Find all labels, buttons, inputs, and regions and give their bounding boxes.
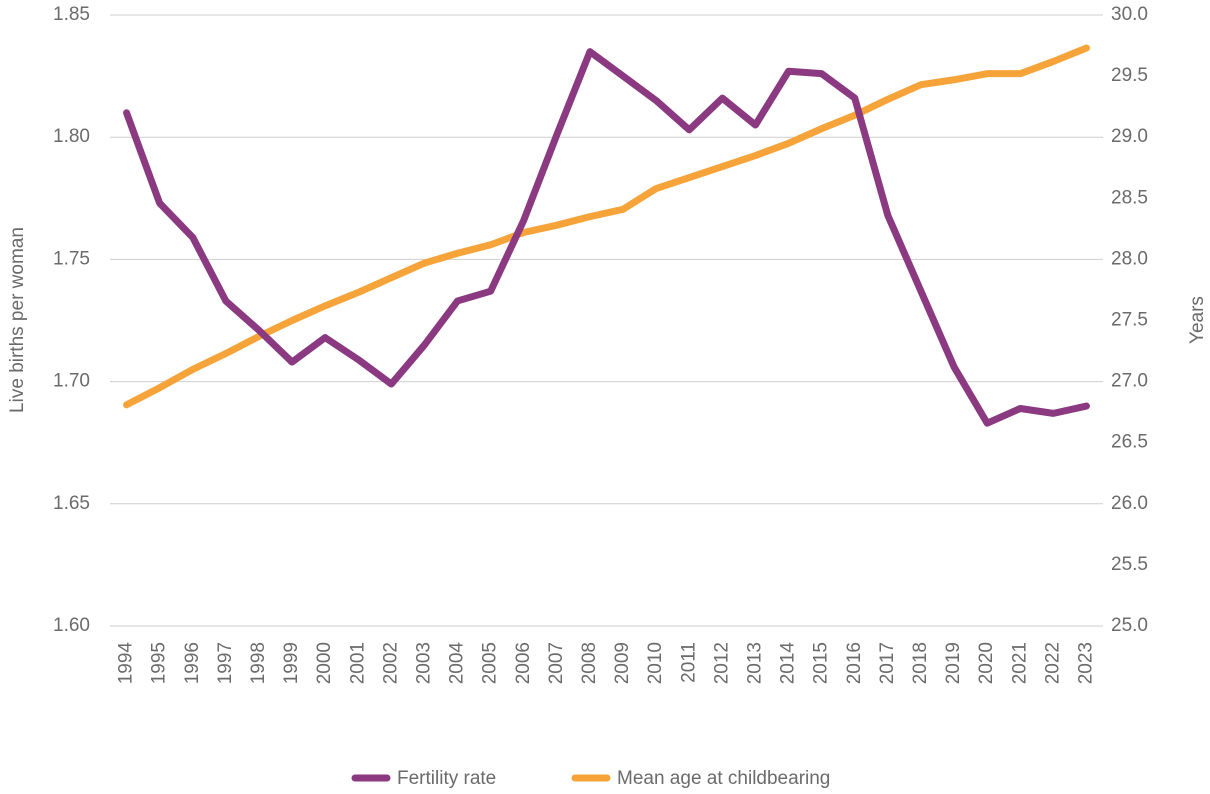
x-tick-label: 2013 bbox=[744, 642, 765, 684]
legend-label: Fertility rate bbox=[397, 768, 496, 789]
y-tick-label: 1.60 bbox=[53, 615, 90, 636]
x-tick-label: 2023 bbox=[1075, 642, 1096, 684]
y2-tick-label: 26.0 bbox=[1111, 493, 1148, 514]
x-tick-label: 1998 bbox=[248, 642, 269, 684]
y2-tick-label: 29.5 bbox=[1111, 65, 1148, 86]
x-tick-label: 2011 bbox=[678, 642, 699, 683]
x-tick-label: 2004 bbox=[447, 642, 468, 685]
y2-tick-label: 27.5 bbox=[1111, 310, 1148, 331]
x-tick-label: 2001 bbox=[347, 642, 368, 684]
y2-tick-label: 27.0 bbox=[1111, 371, 1148, 392]
x-tick-label: 2002 bbox=[380, 642, 401, 684]
x-tick-label: 2015 bbox=[811, 642, 832, 684]
x-tick-label: 2012 bbox=[711, 642, 732, 684]
y2-tick-label: 28.5 bbox=[1111, 187, 1148, 208]
x-tick-label: 2005 bbox=[480, 642, 501, 684]
y-tick-label: 1.65 bbox=[53, 493, 90, 514]
y2-tick-label: 25.0 bbox=[1111, 615, 1148, 636]
y-tick-label: 1.75 bbox=[53, 248, 90, 269]
x-tick-label: 2020 bbox=[976, 642, 997, 684]
x-tick-label: 2021 bbox=[1009, 642, 1030, 684]
x-tick-label: 2008 bbox=[579, 642, 600, 684]
x-tick-label: 2017 bbox=[877, 642, 898, 684]
x-tick-label: 2009 bbox=[612, 642, 633, 684]
legend-label: Mean age at childbearing bbox=[617, 768, 830, 789]
y2-tick-label: 28.0 bbox=[1111, 248, 1148, 269]
y2-tick-label: 30.0 bbox=[1111, 4, 1148, 25]
y2-axis-label: Years bbox=[1187, 296, 1208, 344]
x-tick-label: 1996 bbox=[182, 642, 203, 684]
x-tick-label: 1997 bbox=[215, 642, 236, 684]
x-tick-label: 2022 bbox=[1042, 642, 1063, 684]
series-line bbox=[123, 44, 1090, 409]
x-tick-label: 1994 bbox=[116, 642, 137, 685]
x-tick-label: 1999 bbox=[281, 642, 302, 684]
x-tick-label: 2003 bbox=[413, 642, 434, 684]
x-tick-label: 2016 bbox=[844, 642, 865, 684]
y-tick-label: 1.85 bbox=[53, 4, 90, 25]
x-tick-label: 2019 bbox=[943, 642, 964, 684]
y2-tick-label: 25.5 bbox=[1111, 554, 1148, 575]
x-tick-label: 2014 bbox=[778, 642, 799, 685]
x-tick-label: 1995 bbox=[149, 642, 170, 684]
x-tick-label: 2018 bbox=[910, 642, 931, 684]
y2-tick-label: 26.5 bbox=[1111, 432, 1148, 453]
x-tick-label: 2007 bbox=[546, 642, 567, 684]
x-tick-label: 2006 bbox=[513, 642, 534, 684]
series-line bbox=[123, 48, 1090, 427]
y-tick-label: 1.80 bbox=[53, 126, 90, 147]
y-axis-label: Live births per woman bbox=[7, 227, 28, 413]
y2-tick-label: 29.0 bbox=[1111, 126, 1148, 147]
x-tick-label: 2010 bbox=[645, 642, 666, 684]
y-tick-label: 1.70 bbox=[53, 371, 90, 392]
x-tick-label: 2000 bbox=[314, 642, 335, 684]
